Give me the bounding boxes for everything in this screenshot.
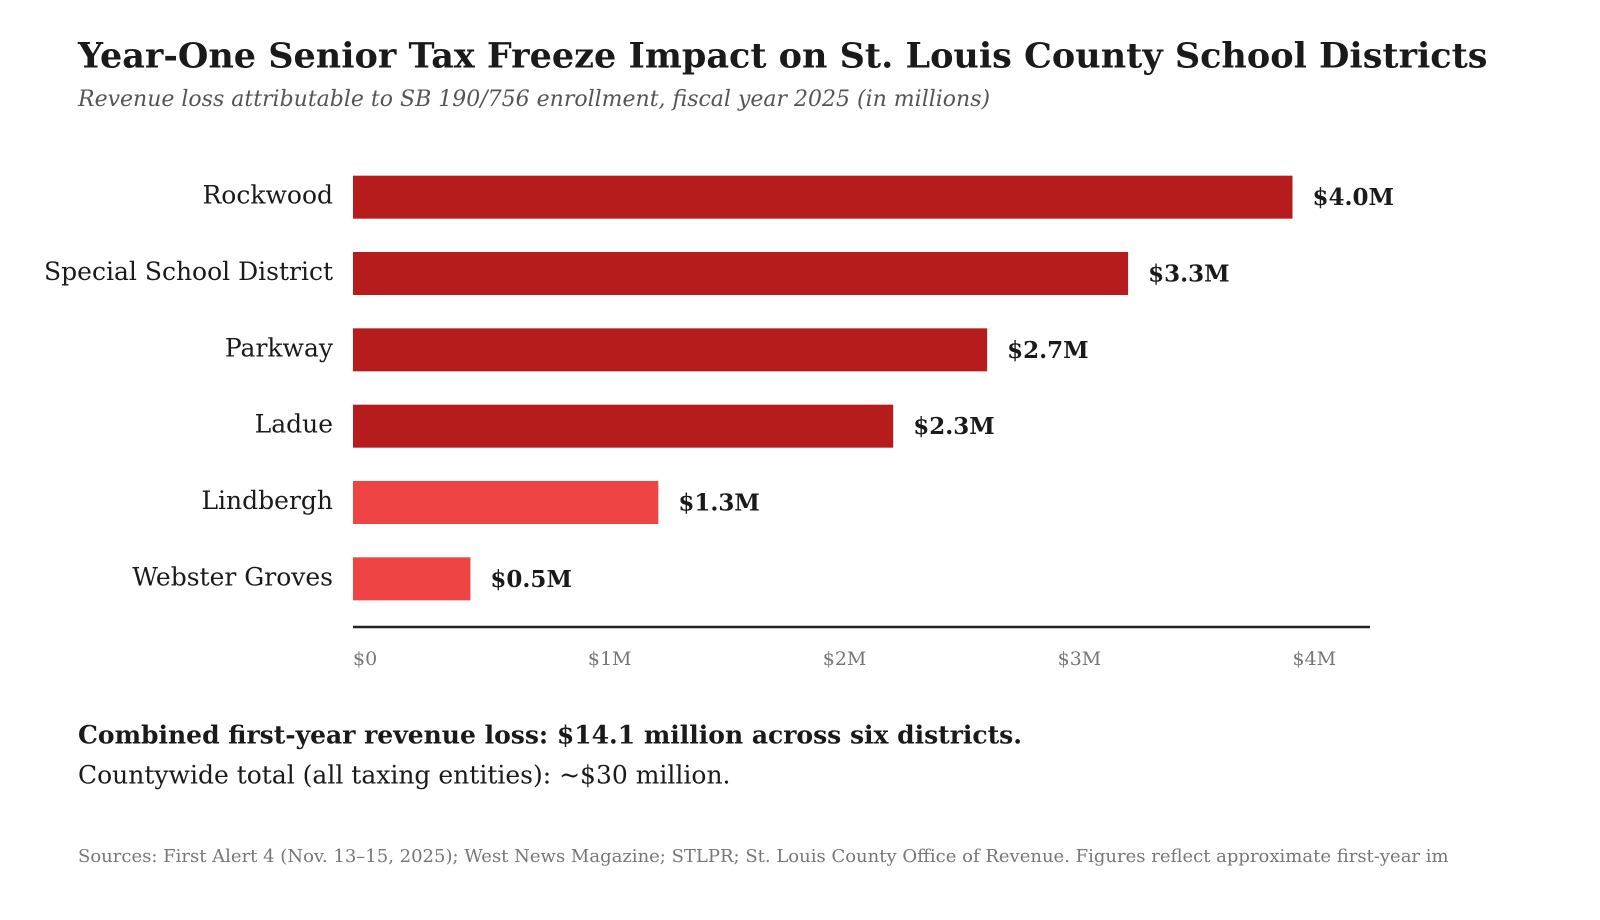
source-note: Sources: First Alert 4 (Nov. 13–15, 2025… bbox=[78, 846, 1449, 867]
bar bbox=[353, 481, 659, 524]
x-tick-label: $1M bbox=[588, 648, 632, 670]
x-tick-label: $3M bbox=[1058, 648, 1102, 670]
value-label: $2.3M bbox=[913, 413, 994, 440]
y-tick-label: Webster Groves bbox=[132, 562, 333, 591]
bar bbox=[353, 557, 471, 601]
value-label: $0.5M bbox=[490, 566, 571, 593]
x-tick-label: $0 bbox=[353, 648, 377, 670]
y-tick-label: Special School District bbox=[44, 257, 333, 286]
chart-subtitle: Revenue loss attributable to SB 190/756 … bbox=[77, 87, 990, 112]
bar bbox=[353, 404, 894, 448]
value-label: $4.0M bbox=[1312, 184, 1393, 211]
bar bbox=[353, 328, 988, 372]
value-label: $1.3M bbox=[678, 490, 759, 517]
x-tick-label: $4M bbox=[1292, 648, 1336, 670]
note-bold: Combined first-year revenue loss: $14.1 … bbox=[78, 721, 1022, 750]
y-tick-label: Lindbergh bbox=[201, 486, 333, 515]
x-tick-label: $2M bbox=[823, 648, 867, 670]
y-tick-label: Rockwood bbox=[202, 181, 333, 210]
bar bbox=[353, 252, 1129, 295]
y-tick-label: Ladue bbox=[255, 410, 333, 439]
note: Countywide total (all taxing entities): … bbox=[78, 761, 731, 790]
value-label: $3.3M bbox=[1148, 261, 1229, 288]
bar bbox=[353, 175, 1293, 219]
value-label: $2.7M bbox=[1007, 337, 1088, 364]
y-tick-label: Parkway bbox=[225, 333, 334, 362]
chart-title: Year-One Senior Tax Freeze Impact on St.… bbox=[77, 36, 1488, 77]
